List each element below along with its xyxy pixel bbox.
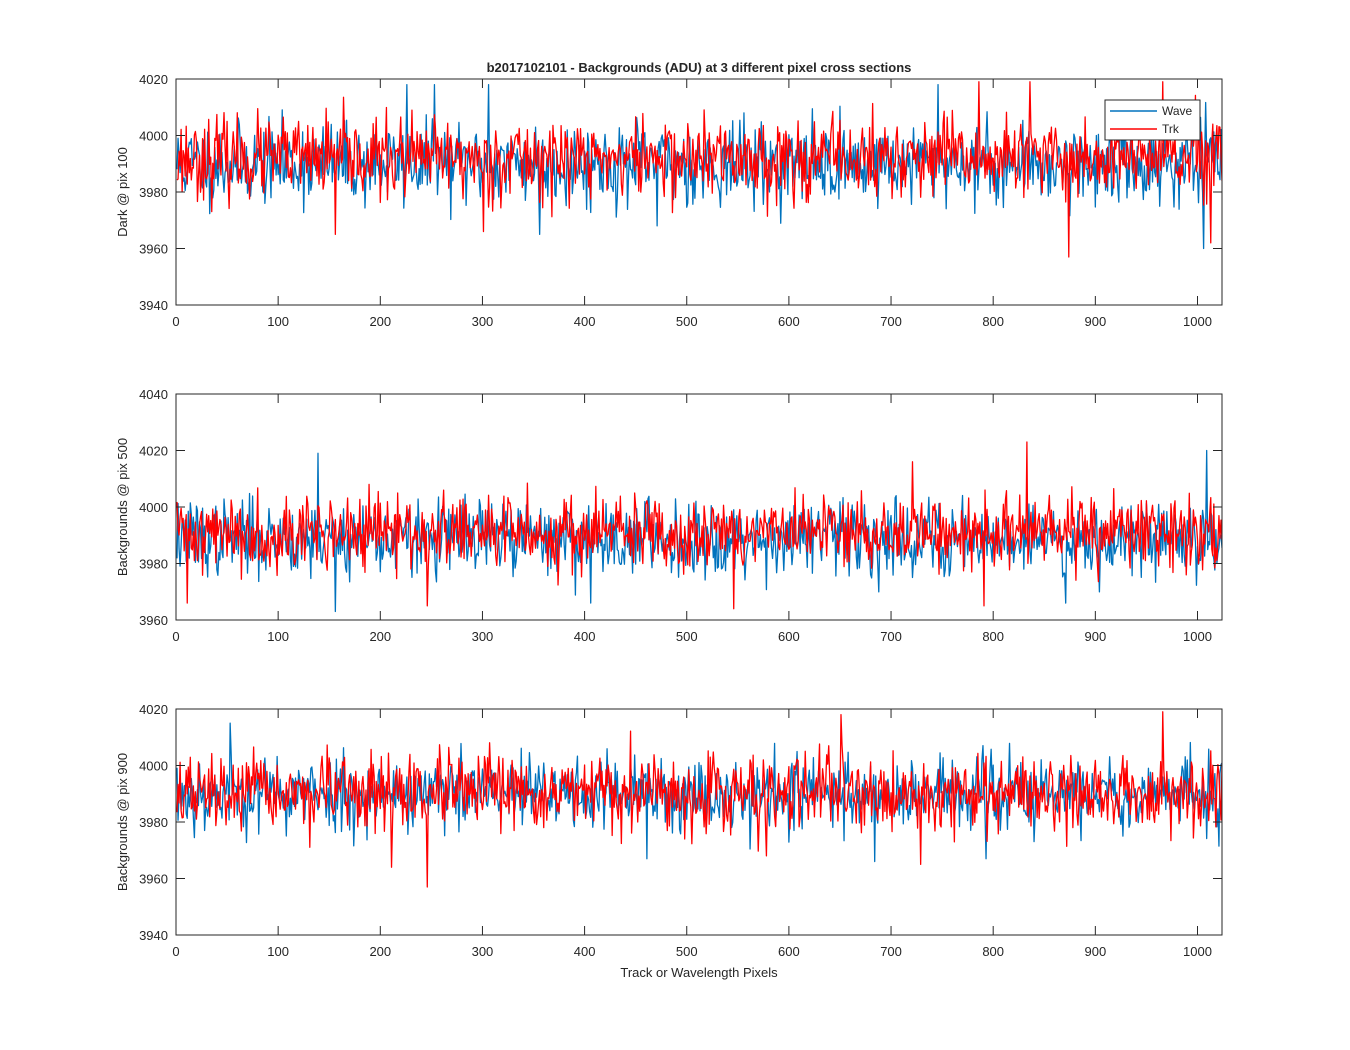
x-tick-label: 500 [676,629,698,644]
y-tick-label: 3960 [139,613,168,628]
x-tick-label: 600 [778,629,800,644]
subplot-dark-pix-100: b2017102101 - Backgrounds (ADU) at 3 dif… [115,60,1223,329]
y-axis-label: Dark @ pix 100 [115,147,130,237]
x-tick-label: 400 [574,629,596,644]
y-tick-label: 4000 [139,500,168,515]
x-tick-label: 100 [267,629,289,644]
subplot-backgrounds-pix-500: 0 100 200 300 400 500 600 700 800 900 1000 3960 3980… [115,387,1223,644]
x-axis-label: Track or Wavelength Pixels [620,965,778,980]
x-tick-label: 800 [982,944,1004,959]
x-tick-label: 0 [172,314,179,329]
series-line-trk [176,81,1222,258]
x-tick-label: 400 [574,944,596,959]
x-tick-label: 300 [472,629,494,644]
plot-area: 0 100 200 300 400 500 600 700 800 900 1000 3940 3960… [139,702,1223,959]
x-tick-label: 100 [267,314,289,329]
series-line-trk [176,441,1222,610]
x-tick-label: 300 [472,314,494,329]
y-tick-label: 4020 [139,72,168,87]
x-tick-label: 1000 [1183,629,1212,644]
x-tick-label: 700 [880,314,902,329]
chart-title: b2017102101 - Backgrounds (ADU) at 3 dif… [487,60,912,75]
x-tick-label: 500 [676,944,698,959]
y-tick-label: 3980 [139,185,168,200]
x-tick-label: 100 [267,944,289,959]
x-tick-label: 900 [1084,314,1106,329]
y-tick-label: 4040 [139,387,168,402]
x-tick-label: 900 [1084,629,1106,644]
plot-area: 0 100 200 300 400 500 600 700 800 900 1000 3960 3980… [139,387,1223,644]
x-tick-label: 700 [880,944,902,959]
x-tick-label: 200 [369,629,391,644]
x-tick-label: 0 [172,944,179,959]
x-tick-label: 600 [778,944,800,959]
y-axis-label: Backgrounds @ pix 500 [115,438,130,576]
x-tick-label: 500 [676,314,698,329]
subplot-backgrounds-pix-900: 0 100 200 300 400 500 600 700 800 900 1000 3940 3960… [115,702,1223,980]
x-tick-label: 200 [369,314,391,329]
x-tick-label: 0 [172,629,179,644]
x-tick-label: 900 [1084,944,1106,959]
legend-wave-label: Wave [1162,104,1193,118]
x-tick-label: 400 [574,314,596,329]
x-tick-label: 1000 [1183,314,1212,329]
legend-trk-label: Trk [1162,122,1180,136]
x-tick-label: 800 [982,629,1004,644]
x-tick-label: 300 [472,944,494,959]
x-tick-label: 800 [982,314,1004,329]
y-tick-label: 3980 [139,557,168,572]
series-line-wave [176,449,1222,613]
legend: Wave Trk [1104,99,1201,141]
y-axis-label: Backgrounds @ pix 900 [115,753,130,891]
series-line-trk [176,711,1222,888]
x-tick-label: 700 [880,629,902,644]
y-tick-label: 4020 [139,444,168,459]
y-tick-label: 3960 [139,872,168,887]
plot-area: 0 100 200 300 400 500 600 700 800 900 1000 3940 3960… [139,72,1223,329]
y-tick-label: 3940 [139,298,168,313]
y-tick-label: 4000 [139,129,168,144]
y-tick-label: 4000 [139,759,168,774]
y-tick-label: 4020 [139,702,168,717]
x-tick-label: 600 [778,314,800,329]
legend-box [1104,99,1201,141]
y-tick-label: 3960 [139,242,168,257]
x-tick-label: 1000 [1183,944,1212,959]
x-tick-label: 200 [369,944,391,959]
y-tick-label: 3940 [139,928,168,943]
y-tick-label: 3980 [139,815,168,830]
